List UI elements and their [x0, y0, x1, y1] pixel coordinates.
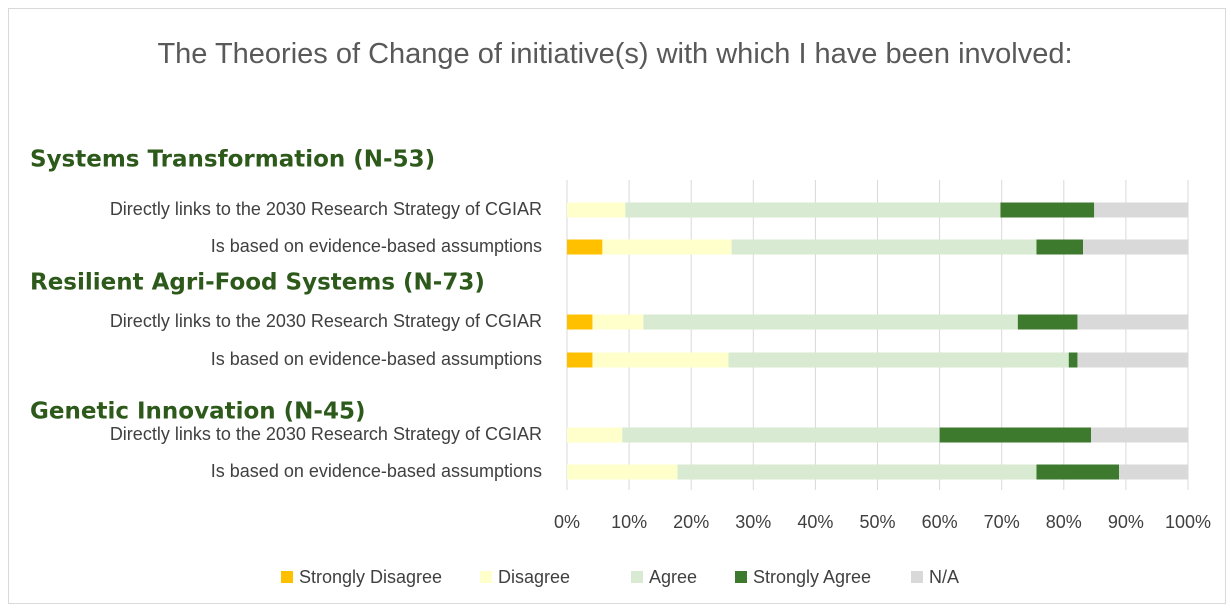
bar-segment — [602, 239, 732, 255]
x-tick-label: 40% — [797, 512, 833, 532]
y-tick-label: Is based on evidence-based assumptions — [211, 236, 542, 256]
legend-swatch — [735, 571, 747, 583]
legend-label: N/A — [929, 567, 959, 587]
bar-segment — [1077, 314, 1188, 330]
x-tick-label: 20% — [673, 512, 709, 532]
bar-segment — [728, 352, 1069, 368]
chart-frame — [8, 8, 1226, 604]
x-tick-label: 70% — [984, 512, 1020, 532]
bar-segment — [567, 314, 593, 330]
x-tick-label: 0% — [554, 512, 580, 532]
bar-segment — [1119, 464, 1188, 480]
legend-swatch — [480, 571, 492, 583]
y-tick-label: Is based on evidence-based assumptions — [211, 461, 542, 481]
x-tick-label: 30% — [735, 512, 771, 532]
bar-segment — [1083, 239, 1189, 255]
legend-label: Agree — [649, 567, 697, 587]
bar-segment — [643, 314, 1018, 330]
bar-segment — [567, 427, 623, 443]
legend-swatch — [911, 571, 923, 583]
y-tick-label: Directly links to the 2030 Research Stra… — [110, 424, 542, 444]
bar-segment — [939, 427, 1092, 443]
group-heading: Resilient Agri-Food Systems (N-73) — [30, 270, 485, 296]
bar-segment — [625, 202, 1001, 218]
x-tick-label: 80% — [1046, 512, 1082, 532]
legend-swatch — [631, 571, 643, 583]
y-tick-label: Is based on evidence-based assumptions — [211, 349, 542, 369]
bar-segment — [622, 427, 940, 443]
x-tick-label: 60% — [922, 512, 958, 532]
bar-segment — [1036, 239, 1084, 255]
chart-title: The Theories of Change of initiative(s) … — [157, 38, 1073, 70]
legend-swatch — [281, 571, 293, 583]
bar-segment — [1094, 202, 1188, 218]
group-heading: Systems Transformation (N-53) — [30, 147, 435, 173]
bar-segment — [567, 464, 678, 480]
bar-segment — [1036, 464, 1120, 480]
bar-segment — [1000, 202, 1095, 218]
bar-segment — [1077, 352, 1188, 368]
group-heading: Genetic Innovation (N-45) — [30, 399, 365, 425]
y-tick-label: Directly links to the 2030 Research Stra… — [110, 311, 542, 331]
legend-label: Strongly Disagree — [299, 567, 442, 587]
bar-segment — [677, 464, 1037, 480]
bar-segment — [567, 202, 626, 218]
x-tick-label: 100% — [1165, 512, 1211, 532]
x-tick-label: 90% — [1108, 512, 1144, 532]
bar-segment — [1091, 427, 1188, 443]
bar-segment — [731, 239, 1037, 255]
y-tick-label: Directly links to the 2030 Research Stra… — [110, 199, 542, 219]
bar-segment — [567, 239, 603, 255]
bar-segment — [592, 314, 644, 330]
legend-label: Disagree — [498, 567, 570, 587]
x-tick-label: 50% — [859, 512, 895, 532]
bar-segment — [567, 352, 593, 368]
x-tick-label: 10% — [611, 512, 647, 532]
legend-label: Strongly Agree — [753, 567, 871, 587]
bar-segment — [1068, 352, 1078, 368]
bar-segment — [592, 352, 729, 368]
bar-segment — [1017, 314, 1078, 330]
